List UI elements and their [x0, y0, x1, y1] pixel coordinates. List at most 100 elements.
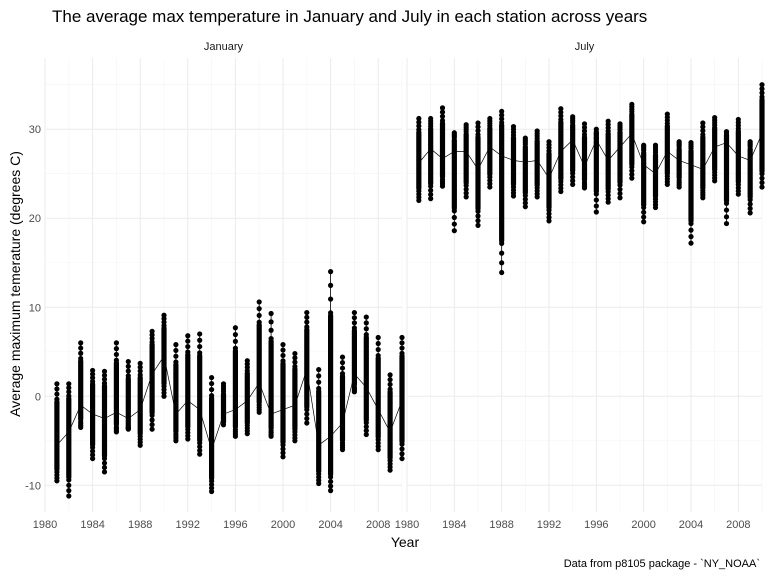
year-points-2005 [339, 354, 346, 453]
year-points-1992 [546, 139, 552, 224]
year-points-1997 [605, 118, 611, 205]
year-points-2010 [759, 82, 765, 190]
data-point [593, 135, 599, 141]
x-tick-label: 1980 [395, 519, 419, 531]
year-points-2001 [652, 142, 659, 211]
data-point [534, 128, 540, 134]
facet-january: January 1980 1984 1988 1992 1996 2000 2004 2008 -… [25, 41, 405, 531]
x-tick-label: 2008 [366, 519, 390, 531]
year-points-1987 [125, 358, 131, 432]
year-points-1988 [137, 360, 143, 448]
year-points-2003 [316, 366, 322, 487]
x-tick-label: 2000 [631, 519, 655, 531]
year-points-1998 [617, 121, 623, 201]
year-points-2006 [351, 309, 357, 395]
year-points-2009 [747, 139, 753, 216]
year-points-2000 [280, 342, 286, 460]
year-points-1987 [487, 115, 493, 190]
x-axis-title: Year [391, 534, 420, 550]
x-tick-label: 2004 [679, 519, 703, 531]
year-points-1986 [475, 120, 481, 228]
year-points-1999 [268, 310, 274, 439]
year-points-2007 [723, 129, 730, 227]
x-tick-label: 1992 [176, 519, 200, 531]
year-points-2002 [304, 309, 310, 426]
data-point [641, 142, 647, 148]
y-tick-label: 20 [29, 213, 41, 225]
year-points-2007 [363, 314, 369, 438]
year-points-1991 [534, 128, 540, 200]
year-points-2005 [700, 120, 706, 201]
data-point [593, 126, 599, 132]
x-tick-label: 2004 [318, 519, 342, 531]
year-points-1992 [185, 333, 191, 442]
year-points-1999 [629, 101, 635, 181]
y-axis-title: Average maximum temerature (degrees C) [7, 151, 23, 417]
year-points-2004 [328, 269, 334, 494]
year-points-1997 [244, 358, 250, 437]
year-points-2000 [641, 142, 647, 225]
year-points-2004 [688, 139, 694, 246]
year-points-1995 [220, 381, 227, 428]
year-points-1984 [90, 367, 96, 462]
year-points-1998 [256, 299, 262, 415]
year-points-1981 [54, 381, 60, 484]
year-points-1996 [232, 325, 238, 439]
year-points-2003 [676, 139, 682, 190]
year-points-1982 [428, 115, 434, 202]
x-tick-label: 1992 [537, 519, 561, 531]
chart-caption: Data from p8105 package - `NY_NOAA` [564, 558, 760, 570]
year-points-1983 [439, 105, 446, 189]
y-tick-label: 10 [29, 302, 41, 314]
year-points-1983 [78, 340, 84, 431]
year-points-2006 [712, 115, 718, 184]
year-points-2008 [735, 116, 741, 197]
y-tick-label: -10 [25, 480, 41, 492]
year-points-2008 [375, 334, 381, 453]
facet-strip-label: July [575, 41, 595, 53]
x-tick-label: 1984 [442, 519, 466, 531]
series-line-january [56, 355, 403, 451]
year-points-1995 [581, 121, 588, 191]
year-points-1989 [510, 123, 517, 199]
year-points-1985 [463, 122, 469, 200]
year-points-1988 [499, 108, 505, 276]
year-points-1993 [558, 106, 564, 195]
x-tick-label: 1996 [223, 519, 247, 531]
year-points-1985 [101, 368, 108, 475]
x-tick-label: 1984 [80, 519, 104, 531]
y-tick-label: 0 [35, 391, 41, 403]
x-tick-label: 1980 [33, 519, 57, 531]
year-points-1993 [197, 331, 203, 457]
x-tick-label: 1988 [489, 519, 513, 531]
x-tick-label: 2008 [726, 519, 750, 531]
facet-panels: January 1980 1984 1988 1992 1996 2000 2004 2008 -… [25, 41, 765, 531]
year-points-2010 [399, 334, 405, 462]
year-points-2001 [292, 350, 298, 444]
data-point [220, 422, 227, 428]
year-points-1982 [66, 381, 72, 499]
year-points-2002 [664, 111, 670, 188]
facet-strip-label: January [204, 41, 244, 53]
data-point [723, 129, 730, 135]
data-point [220, 418, 227, 424]
year-points-2009 [387, 372, 393, 473]
year-points-1996 [593, 126, 599, 215]
year-points-1986 [113, 340, 119, 435]
series-line-july [418, 133, 763, 179]
y-tick-label: 30 [29, 124, 41, 136]
x-tick-label: 1988 [128, 519, 152, 531]
x-tick-label: 1996 [584, 519, 608, 531]
year-points-1981 [416, 115, 422, 204]
data-point [652, 142, 659, 148]
year-points-1990 [522, 135, 528, 210]
facet-july: July 1980 1984 1988 1992 1996 2000 2004 2008 [395, 41, 765, 531]
x-tick-label: 2000 [271, 519, 295, 531]
year-points-1994 [209, 374, 215, 495]
year-points-1994 [570, 114, 576, 188]
year-points-1989 [149, 328, 155, 432]
chart-title: The average max temperature in January a… [52, 7, 647, 26]
year-points-1991 [173, 342, 179, 444]
year-points-1984 [451, 130, 457, 234]
